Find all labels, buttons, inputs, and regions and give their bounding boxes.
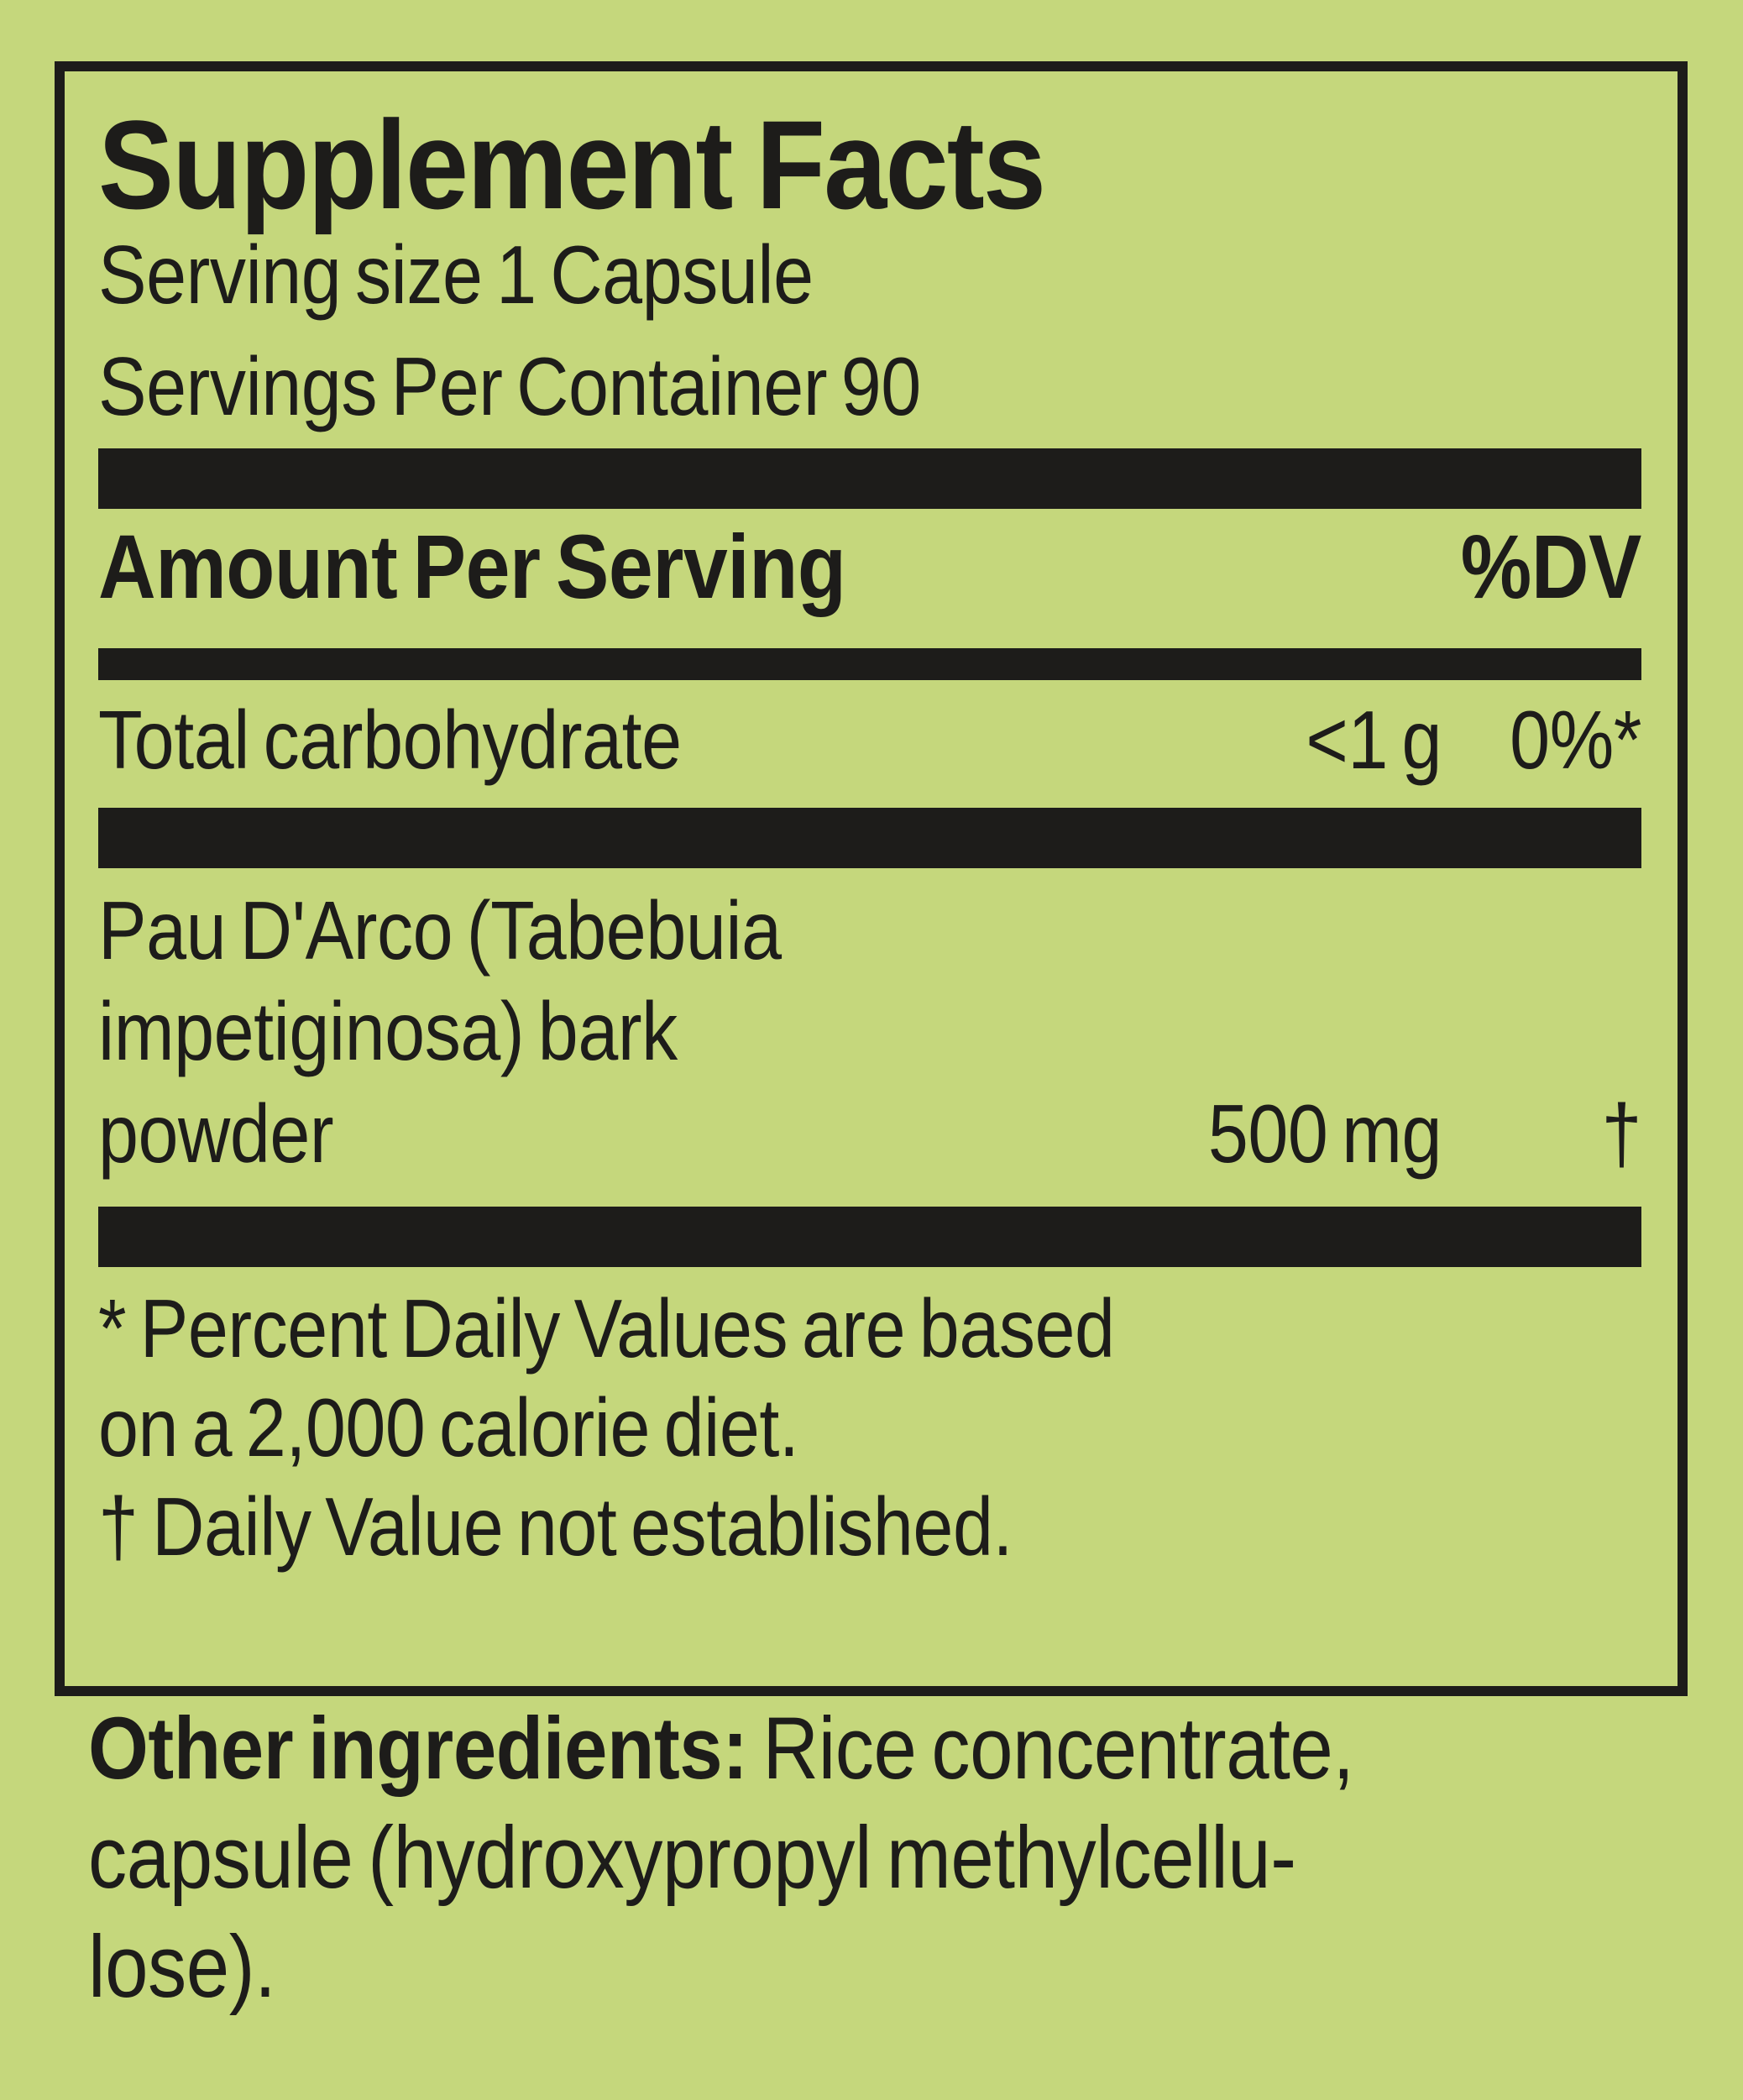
amount-per-serving-header: Amount Per Serving [98,516,846,617]
separator-bar-bottom [98,1207,1641,1267]
page-title: Supplement Facts [98,94,1046,235]
nutrient-name: Total carbohydrate [98,694,682,786]
other-ingredients-text: Rice concentrate, [747,1699,1354,1798]
percent-dv-header: %DV [1460,516,1642,617]
ingredient-name-line-2: impetiginosa) bark [98,985,678,1077]
ingredient-dagger: † [1601,1087,1641,1180]
separator-bar-middle [98,808,1641,868]
other-ingredients-label: Other ingredients: [88,1699,748,1798]
separator-bar-header [98,648,1641,680]
other-ingredients-line-2: capsule (hydroxypropyl methylcellu- [88,1809,1296,1907]
separator-bar-top [98,448,1641,509]
nutrient-percent-dv: 0%* [1510,694,1641,786]
servings-per-container-line: Servings Per Container 90 [98,340,921,432]
ingredient-amount: 500 mg [1207,1087,1442,1180]
nutrient-amount: <1 g [1306,694,1442,786]
footnote-line-1: * Percent Daily Values are based [98,1282,1115,1375]
other-ingredients-line-1: Other ingredients: Rice concentrate, [88,1705,1354,1793]
serving-size-line: Serving size 1 Capsule [98,228,814,321]
footnote-line-3: † Daily Value not established. [98,1480,1013,1573]
other-ingredients-line-3: lose). [88,1918,276,2016]
facts-panel-border [55,61,1688,1696]
footnote-line-2: on a 2,000 calorie diet. [98,1381,799,1474]
ingredient-name-line-3: powder [98,1087,334,1180]
ingredient-name-line-1: Pau D'Arco (Tabebuia [98,884,782,977]
